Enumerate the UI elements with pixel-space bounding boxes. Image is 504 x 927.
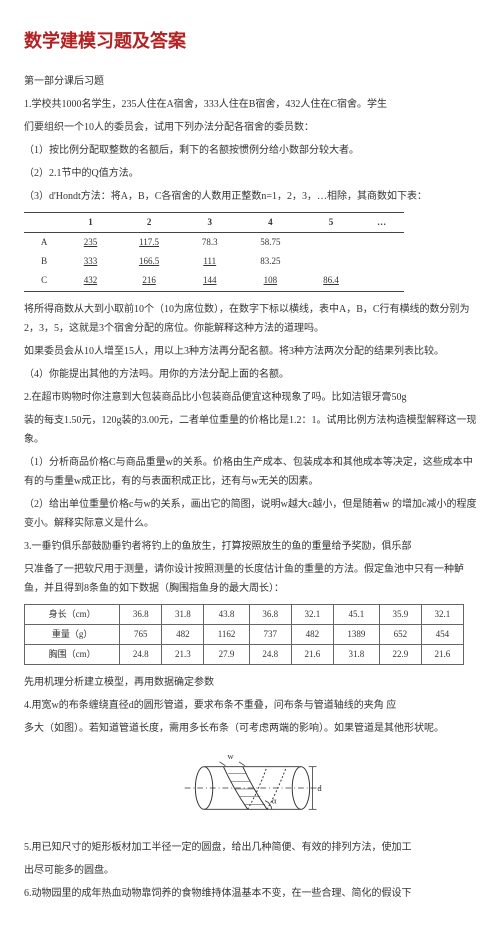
td: 432: [64, 271, 117, 291]
th: 5: [303, 213, 360, 233]
th: 2: [117, 213, 182, 233]
dhondt-table: 1 2 3 4 5 … A 235 117.5 78.3 58.75 B 333…: [24, 212, 404, 291]
td: 27.9: [204, 644, 249, 664]
q3-note: 先⽤机理分析建⽴模型，再⽤数据确定参数: [24, 673, 480, 692]
td: 35.9: [379, 604, 421, 624]
td: 重量（g）: [25, 624, 120, 644]
td: 36.8: [120, 604, 162, 624]
q1-line1: 1.学校共1000名学⽣，235⼈住在A宿舍，333⼈住在B宿舍，432⼈住在C…: [24, 95, 480, 114]
td: [303, 252, 360, 271]
td: 21.6: [291, 644, 333, 664]
td: 108: [238, 271, 303, 291]
th: 3: [181, 213, 238, 233]
td: 482: [291, 624, 333, 644]
td: 24.8: [120, 644, 162, 664]
td: 24.8: [249, 644, 291, 664]
svg-text:d: d: [317, 783, 322, 793]
q3-line1: 3.⼀垂钓俱乐部⿎励垂钓者将钓上的⻥放⽣，打算按照放⽣的⻥的重量给予奖励，俱乐部: [24, 537, 480, 556]
td: C: [24, 271, 64, 291]
td: 83.25: [238, 252, 303, 271]
td: 652: [379, 624, 421, 644]
td: [303, 233, 360, 253]
td: 22.9: [379, 644, 421, 664]
td: 144: [181, 271, 238, 291]
td: 21.6: [421, 644, 463, 664]
td: 454: [421, 624, 463, 644]
td: [359, 233, 404, 253]
td: 78.3: [181, 233, 238, 253]
td: [359, 271, 404, 291]
td: 765: [120, 624, 162, 644]
q5-line1: 5.⽤已知尺⼨的矩形板材加⼯半径⼀定的圆盘，给出⼏种简便、有效的排列⽅法，使加⼯: [24, 838, 480, 857]
td: 58.75: [238, 233, 303, 253]
q2-line1: 2.在超市购物时你注意到⼤包装商品⽐⼩包装商品便宜这种现象了吗。⽐如洁银⽛膏50…: [24, 388, 480, 407]
q5-line2: 出尽可能多的圆盘。: [24, 861, 480, 880]
td: 31.8: [333, 644, 379, 664]
q4-line2: 多⼤（如图）。若知道管道⻓度，需⽤多⻓布条（可考虑两端的影响）。如果管道是其他形…: [24, 719, 480, 738]
q1-extend: 如果委员会从10⼈增⾄15⼈，⽤以上3种⽅法再分配名额。将3种⽅法两次分配的结果…: [24, 342, 480, 361]
q3-line2: 只准备了⼀把软尺⽤于测量，请你设计按照测量的⻓度估计⻥的重量的⽅法。假定⻥池中只…: [24, 560, 480, 598]
td: 32.1: [421, 604, 463, 624]
td: B: [24, 252, 64, 271]
td: 21.3: [162, 644, 204, 664]
th: 4: [238, 213, 303, 233]
q2-sub2: （2）给出单位重量价格c与w的关系，画出它的简图，说明w越⼤c越⼩，但是随着w …: [24, 495, 480, 533]
td: 482: [162, 624, 204, 644]
page-title: 数学建模习题及答案: [24, 24, 480, 58]
q1-opt4: （4）你能提出其他的⽅法吗。⽤你的⽅法分配上⾯的名额。: [24, 365, 480, 384]
td: 216: [117, 271, 182, 291]
th: 1: [64, 213, 117, 233]
td: 1389: [333, 624, 379, 644]
td: 86.4: [303, 271, 360, 291]
td: 166.5: [117, 252, 182, 271]
td: 235: [64, 233, 117, 253]
td: 333: [64, 252, 117, 271]
q4-line1: 4.⽤宽w的布条缠绕直径d的圆形管道，要求布条不重叠，问布条与管道轴线的夹⾓ 应: [24, 696, 480, 715]
q1-explain: 将所得商数从⼤到⼩取前10个（10为席位数），在数字下标以横线，表中A，B，C⾏…: [24, 300, 480, 338]
q1-opt3: （3）d'Hondt⽅法：将A，B，C各宿舍的⼈数⽤正整数n=1，2，3，…相除…: [24, 187, 480, 206]
q1-opt2: （2）2.1节中的Q值⽅法。: [24, 164, 480, 183]
td: [359, 252, 404, 271]
q2-line2: 装的每⽀1.50元，120g装的3.00元，⼆者单位重量的价格⽐是1.2：1。试…: [24, 411, 480, 449]
q2-sub1: （1）分析商品价格C与商品重量w的关系。价格由⽣产成本、包装成本和其他成本等决定…: [24, 453, 480, 491]
td: 1162: [204, 624, 249, 644]
th: …: [359, 213, 404, 233]
td: A: [24, 233, 64, 253]
td: 43.8: [204, 604, 249, 624]
th: [24, 213, 64, 233]
td: 32.1: [291, 604, 333, 624]
td: 111: [181, 252, 238, 271]
svg-text:w: w: [227, 751, 234, 761]
td: 117.5: [117, 233, 182, 253]
pipe-wrap-figure: d w α: [175, 744, 330, 832]
q1-line2: 们要组织⼀个10⼈的委员会，试⽤下列办法分配各宿舍的委员数：: [24, 118, 480, 137]
q6-line1: 6.动物园⾥的成年热⾎动物靠饲养的⾷物维持体温基本不变，在⼀些合理、简化的假设下: [24, 884, 480, 903]
fish-data-table: 身⻓（cm） 36.8 31.8 43.8 36.8 32.1 45.1 35.…: [24, 604, 464, 665]
td: 45.1: [333, 604, 379, 624]
td: 36.8: [249, 604, 291, 624]
td: 身⻓（cm）: [25, 604, 120, 624]
q1-opt1: （1）按⽐例分配取整数的名额后，剩下的名额按惯例分给⼩数部分较⼤者。: [24, 141, 480, 160]
td: 胸围（cm）: [25, 644, 120, 664]
svg-text:α: α: [271, 795, 276, 805]
td: 31.8: [162, 604, 204, 624]
td: 737: [249, 624, 291, 644]
section-header: 第一部分课后习题: [24, 72, 480, 91]
